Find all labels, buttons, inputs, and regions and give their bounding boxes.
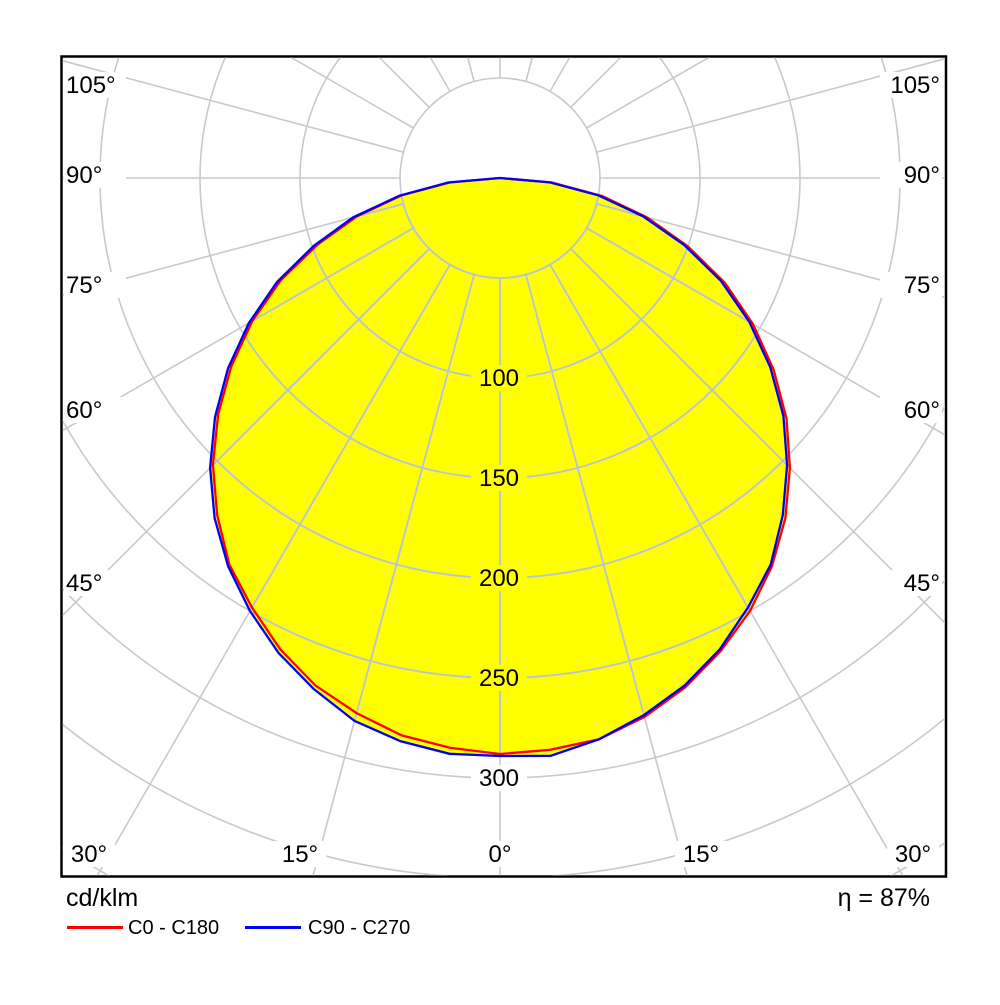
angle-label-knockout — [880, 272, 942, 298]
tick-labels: 100 150 200 250 300 105° 105° 90° 90° 75° 75° 60° 60… — [63, 72, 942, 868]
angle-tick-label-left: 60° — [66, 397, 102, 424]
radial-tick-label: 150 — [479, 465, 519, 492]
angle-label-knockout — [474, 841, 526, 867]
angle-label-knockout — [274, 841, 326, 867]
angle-tick-label-right: 75° — [904, 272, 940, 299]
angle-tick-label-left: 105° — [66, 72, 116, 99]
angle-label-knockout — [880, 397, 942, 423]
angle-tick-label-right: 90° — [904, 162, 940, 189]
radial-label-knockout — [471, 365, 527, 391]
angle-tick-label-left: 45° — [66, 570, 102, 597]
angle-tick-label-left: 90° — [66, 162, 102, 189]
angle-tick-label-bottom: 15° — [282, 841, 318, 868]
angle-label-knockout — [64, 397, 126, 423]
legend-swatch-c0-c180 — [67, 926, 123, 929]
curve-c0-c180 — [211, 176, 792, 756]
angle-tick-label-right: 60° — [904, 397, 940, 424]
radial-label-knockout — [471, 765, 527, 791]
radial-label-knockout — [471, 565, 527, 591]
units-label: cd/klm — [66, 884, 139, 912]
angle-tick-label-right: 105° — [890, 72, 940, 99]
radial-tick-label: 200 — [479, 565, 519, 592]
angle-label-knockout — [880, 72, 942, 98]
angle-tick-label-left: 75° — [66, 272, 102, 299]
angle-tick-label-bottom: 15° — [683, 841, 719, 868]
angle-label-knockout — [64, 162, 126, 188]
radial-tick-label: 100 — [479, 365, 519, 392]
angle-label-knockout — [880, 162, 942, 188]
radial-tick-label: 300 — [479, 765, 519, 792]
radial-label-knockout — [471, 465, 527, 491]
efficiency-label: η = 87% — [837, 884, 930, 912]
angle-label-knockout — [64, 72, 126, 98]
angle-tick-label-bottom: 0° — [489, 841, 512, 868]
angle-label-knockout — [675, 841, 727, 867]
radial-label-knockout — [471, 665, 527, 691]
angle-label-knockout — [880, 570, 942, 596]
angle-label-knockout — [63, 841, 115, 867]
legend: C0 - C180 C90 - C270 — [0, 915, 1000, 943]
curve-c90-c270 — [208, 176, 789, 758]
legend-swatch-c90-c270 — [245, 926, 301, 929]
angle-tick-label-bottom: 30° — [895, 841, 931, 868]
angle-label-knockout — [887, 841, 939, 867]
angle-label-knockout — [64, 570, 126, 596]
angle-tick-label-bottom: 30° — [71, 841, 107, 868]
angle-label-knockout — [64, 272, 126, 298]
legend-label-c90-c270: C90 - C270 — [308, 917, 411, 939]
legend-label-c0-c180: C0 - C180 — [128, 917, 220, 939]
radial-tick-label: 250 — [479, 665, 519, 692]
angle-tick-label-right: 45° — [904, 570, 940, 597]
